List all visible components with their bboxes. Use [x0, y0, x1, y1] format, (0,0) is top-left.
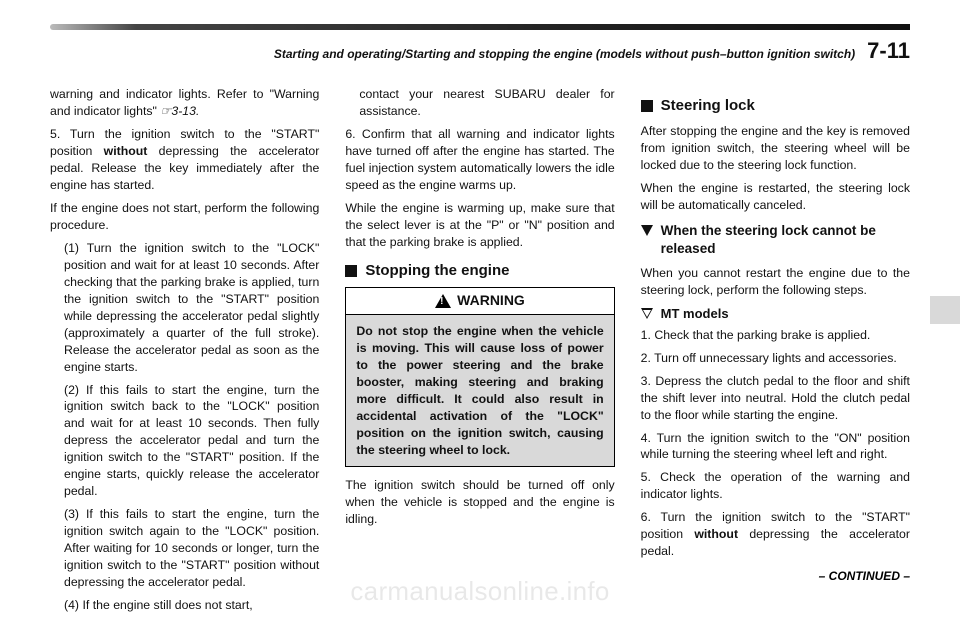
c1-p2: 5. Turn the ignition switch to the "STAR… — [50, 126, 319, 194]
heading-steering-lock: Steering lock — [641, 96, 910, 117]
c1-s4: (4) If the engine still does not start, — [50, 597, 319, 614]
c3-m5: 5. Check the operation of the warning an… — [641, 469, 910, 503]
warning-box: WARNING Do not stop the engine when the … — [345, 287, 614, 467]
c1-p3: If the engine does not start, perform th… — [50, 200, 319, 234]
c1-s3: (3) If this fails to start the engine, t… — [50, 506, 319, 591]
side-tab — [930, 296, 960, 324]
heading-stopping: Stopping the engine — [345, 261, 614, 282]
c3-m2: 2. Turn off unnecessary lights and acces… — [641, 350, 910, 367]
outline-triangle-icon — [641, 308, 653, 319]
c3-m1: 1. Check that the parking brake is appli… — [641, 327, 910, 344]
c1-s2: (2) If this fails to start the engine, t… — [50, 382, 319, 501]
continued-label: – CONTINUED – — [819, 569, 910, 583]
c3-m6: 6. Turn the ignition switch to the "STAR… — [641, 509, 910, 560]
c1-s1: (1) Turn the ignition switch to the "LOC… — [50, 240, 319, 376]
heading-mt-models: MT models — [641, 305, 910, 323]
c3-m4: 4. Turn the ignition switch to the "ON" … — [641, 430, 910, 464]
page-number: 7-11 — [867, 38, 910, 64]
c3-p3: When you cannot restart the engine due t… — [641, 265, 910, 299]
c2-p2: While the engine is warming up, make sur… — [345, 200, 614, 251]
warning-triangle-icon — [435, 294, 451, 308]
column-2: contact your nearest SUBARU dealer for a… — [345, 86, 614, 620]
header-rule — [50, 24, 910, 30]
c3-p1: After stopping the engine and the key is… — [641, 123, 910, 174]
c3-m3: 3. Depress the clutch pedal to the floor… — [641, 373, 910, 424]
solid-triangle-icon — [641, 225, 653, 236]
header-title: Starting and operating/Starting and stop… — [274, 47, 855, 61]
warning-header: WARNING — [346, 288, 613, 314]
c1-p1: warning and indicator lights. Refer to "… — [50, 86, 319, 120]
c2-s4cont: contact your nearest SUBARU dealer for a… — [345, 86, 614, 120]
watermark: carmanualsonline.info — [350, 576, 609, 607]
column-1: warning and indicator lights. Refer to "… — [50, 86, 319, 620]
c2-p3: The ignition switch should be turned off… — [345, 477, 614, 528]
c2-p1: 6. Confirm that all warning and indicato… — [345, 126, 614, 194]
column-3: Steering lock After stopping the engine … — [641, 86, 910, 620]
warning-body: Do not stop the engine when the vehicle … — [346, 315, 613, 467]
content-columns: warning and indicator lights. Refer to "… — [50, 86, 910, 620]
c3-p2: When the engine is restarted, the steeri… — [641, 180, 910, 214]
square-bullet-icon — [641, 100, 653, 112]
square-bullet-icon — [345, 265, 357, 277]
heading-lock-release: When the steering lock cannot be release… — [641, 222, 910, 259]
header: Starting and operating/Starting and stop… — [50, 34, 910, 64]
